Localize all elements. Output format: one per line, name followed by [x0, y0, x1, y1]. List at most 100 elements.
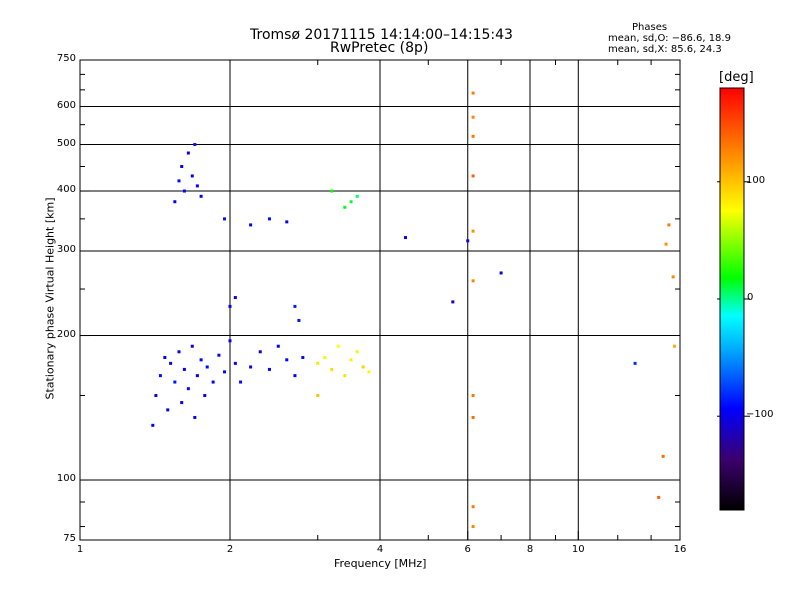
- data-point: [223, 217, 227, 221]
- data-point: [151, 423, 155, 427]
- data-point: [355, 350, 359, 354]
- colorbar-ticks: [717, 181, 750, 417]
- data-point: [211, 380, 215, 384]
- colorbar-label: [deg]: [719, 70, 754, 85]
- data-point: [355, 194, 359, 198]
- x-tick-label: 10: [571, 544, 585, 555]
- data-point: [673, 344, 677, 348]
- data-point: [471, 134, 475, 138]
- data-point: [182, 189, 186, 193]
- colorbar: [719, 87, 745, 511]
- x-tick-label: 1: [76, 544, 84, 555]
- data-point: [466, 239, 470, 243]
- data-point: [180, 401, 184, 405]
- y-tick-label: 400: [56, 184, 76, 196]
- data-point: [349, 200, 353, 204]
- data-point: [217, 353, 221, 357]
- data-point: [349, 358, 353, 362]
- x-tick-label: 2: [226, 544, 234, 555]
- data-point: [239, 380, 243, 384]
- data-point: [154, 394, 158, 398]
- data-point: [297, 318, 301, 322]
- data-point: [267, 217, 271, 221]
- data-point: [186, 151, 190, 155]
- data-point: [343, 205, 347, 209]
- y-tick-label: 600: [56, 99, 76, 111]
- data-point: [671, 275, 675, 279]
- y-tick-label: 100: [56, 473, 76, 485]
- data-point: [199, 358, 203, 362]
- data-point: [471, 415, 475, 419]
- data-point: [657, 495, 661, 499]
- data-point: [186, 387, 190, 391]
- data-point: [330, 189, 334, 193]
- x-tick-label: 6: [464, 544, 471, 555]
- data-point: [316, 394, 320, 398]
- data-point: [661, 454, 665, 458]
- y-axis-label: Stationary phase Virtual Height [km]: [43, 197, 57, 400]
- data-point: [173, 200, 177, 204]
- data-point: [451, 300, 455, 304]
- stats-line-x: mean, sd,X: 85.6, 24.3: [608, 44, 722, 55]
- data-point: [177, 179, 181, 183]
- y-tick-label: 750: [56, 53, 76, 64]
- data-point: [190, 344, 194, 348]
- data-point: [180, 164, 184, 168]
- data-point: [667, 223, 671, 227]
- data-point: [293, 304, 297, 308]
- data-point: [258, 350, 262, 354]
- data-point: [233, 296, 237, 300]
- data-point: [293, 374, 297, 378]
- data-point: [285, 358, 289, 362]
- data-point: [367, 370, 371, 374]
- data-point: [403, 236, 407, 240]
- data-point: [158, 374, 162, 378]
- colorbar-tick-label: 100: [746, 174, 766, 186]
- colorbar-tick-label: 0: [747, 292, 754, 303]
- data-point: [193, 143, 197, 147]
- data-point: [336, 344, 340, 348]
- data-point: [471, 525, 475, 529]
- data-point: [223, 370, 227, 374]
- chart-title: Tromsø 20171115 14:14:00–14:15:43: [250, 27, 513, 43]
- y-tick-label: 75: [63, 533, 76, 544]
- data-point: [195, 374, 199, 378]
- data-point: [169, 361, 173, 365]
- y-tick-label: 300: [56, 244, 76, 255]
- data-point: [163, 355, 167, 359]
- data-point: [361, 365, 365, 369]
- x-tick-label: 8: [526, 544, 534, 555]
- data-point: [316, 361, 320, 365]
- data-points: [151, 91, 677, 529]
- data-point: [190, 174, 194, 178]
- data-point: [471, 394, 475, 398]
- x-axis-label: Frequency [MHz]: [334, 557, 427, 570]
- data-point: [173, 380, 177, 384]
- data-point: [199, 194, 203, 198]
- chart-subtitle: RwPretec (8p): [330, 40, 429, 56]
- data-point: [471, 91, 475, 95]
- data-point: [471, 505, 475, 509]
- data-point: [323, 355, 327, 359]
- data-point: [633, 361, 637, 365]
- data-point: [166, 408, 170, 412]
- data-point: [249, 365, 253, 369]
- data-point: [233, 361, 237, 365]
- y-tick-label: 200: [56, 328, 76, 340]
- data-point: [193, 415, 197, 419]
- x-tick-label: 4: [376, 544, 384, 555]
- stats-line-o: mean, sd,O: −86.6, 18.9: [608, 33, 731, 44]
- data-point: [205, 365, 209, 369]
- data-point: [343, 374, 347, 378]
- data-point: [228, 339, 232, 343]
- data-point: [285, 220, 289, 224]
- data-point: [499, 271, 503, 275]
- data-point: [471, 174, 475, 178]
- y-tick-label: 500: [56, 137, 76, 149]
- data-point: [267, 367, 271, 371]
- data-point: [471, 229, 475, 233]
- grid-lines: [80, 60, 680, 540]
- data-point: [228, 304, 232, 308]
- stats-heading: Phases: [632, 22, 668, 33]
- data-point: [301, 355, 305, 359]
